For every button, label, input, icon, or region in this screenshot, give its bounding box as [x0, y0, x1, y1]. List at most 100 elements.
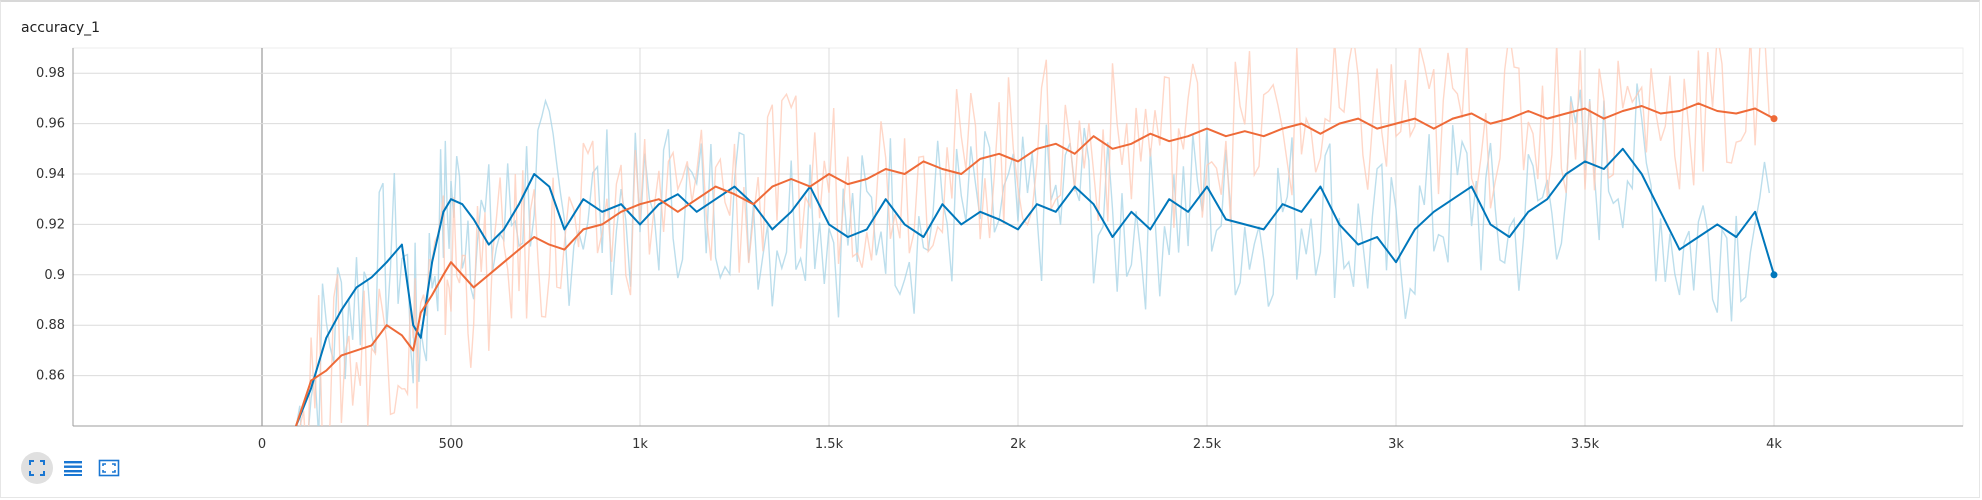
series-point	[828, 173, 830, 175]
series-point	[771, 228, 774, 231]
series-point	[1092, 135, 1095, 137]
series-point	[1149, 228, 1152, 231]
series-point	[310, 387, 312, 390]
series-point	[960, 173, 963, 175]
x-tick-label: 4k	[1766, 437, 1782, 452]
series-point	[503, 261, 505, 264]
series-point	[1319, 132, 1322, 135]
series-point	[866, 228, 868, 231]
series-point	[385, 324, 388, 327]
series-point	[1130, 211, 1133, 213]
series-raw-line	[299, 48, 1770, 426]
series-point	[903, 173, 906, 175]
series-point	[582, 198, 585, 200]
series-point	[1433, 127, 1435, 130]
series-point	[472, 286, 475, 289]
series-point	[488, 243, 490, 246]
series-point	[1206, 185, 1208, 188]
series-point	[941, 168, 944, 170]
series-point	[828, 223, 830, 226]
series-point	[1395, 261, 1397, 264]
series-point	[1470, 185, 1473, 188]
series-point	[1281, 203, 1284, 205]
series-point	[1244, 130, 1246, 132]
series-point	[385, 261, 388, 264]
series-point	[733, 185, 736, 188]
series-point	[1735, 112, 1737, 115]
series-point	[461, 203, 464, 205]
series-point	[401, 334, 403, 337]
series-point	[790, 178, 792, 180]
series-point	[1357, 243, 1359, 246]
series-point	[677, 211, 679, 213]
series-point	[790, 211, 792, 213]
x-tick-label: 1.5k	[815, 437, 844, 452]
series-point	[1678, 110, 1681, 112]
series-point	[340, 354, 343, 357]
series-point	[884, 198, 887, 200]
series-point	[1036, 203, 1038, 205]
series-point	[658, 203, 660, 205]
series-point	[639, 223, 641, 226]
series-point	[1017, 160, 1019, 163]
series-point	[601, 211, 603, 213]
series-point	[1055, 143, 1057, 145]
series-point	[310, 379, 312, 382]
series-point	[431, 261, 433, 264]
series-point	[1470, 112, 1473, 115]
series-point	[472, 218, 475, 221]
series-end-point	[1770, 115, 1778, 123]
series-point	[1640, 105, 1643, 107]
series-point	[1395, 122, 1397, 125]
series-point	[620, 203, 622, 205]
x-tick-label: 0	[258, 437, 266, 452]
series-point	[1262, 228, 1265, 231]
series-point	[1546, 117, 1548, 120]
series-point	[960, 223, 963, 226]
series-point	[639, 203, 641, 205]
series-point	[1357, 117, 1359, 120]
series-point	[1451, 198, 1454, 200]
expand-chart-button[interactable]	[21, 452, 53, 484]
series-point	[1640, 173, 1643, 175]
series-point	[714, 185, 717, 188]
series-point	[1584, 160, 1586, 163]
series-point	[1622, 148, 1624, 150]
series-point	[1225, 218, 1227, 221]
series-point	[518, 248, 520, 251]
fit-domain-button[interactable]	[93, 452, 125, 484]
series-point	[563, 248, 566, 251]
x-tick-label: 1k	[632, 437, 648, 452]
series-point	[295, 425, 297, 426]
series-point	[658, 198, 660, 200]
series-point	[998, 153, 1000, 155]
series-point	[1092, 203, 1095, 205]
series-end-point	[1770, 271, 1778, 279]
toggle-log-scale-button[interactable]	[57, 452, 89, 484]
y-tick-label: 0.94	[36, 167, 65, 182]
series-point	[420, 337, 422, 339]
series-point	[620, 211, 622, 213]
series-point	[1754, 107, 1756, 110]
series-point	[450, 261, 452, 264]
series-point	[503, 228, 505, 231]
y-tick-label: 0.88	[36, 318, 65, 333]
x-tick-label: 500	[439, 437, 464, 452]
series-point	[1603, 117, 1605, 120]
series-point	[752, 203, 755, 205]
series-point	[582, 228, 585, 231]
series-point	[1754, 211, 1756, 213]
series-point	[401, 243, 403, 246]
series-point	[488, 274, 490, 276]
series-point	[1262, 135, 1265, 137]
series-point	[325, 369, 328, 372]
series-point	[979, 211, 981, 213]
series-point	[340, 309, 343, 311]
series-point	[431, 294, 433, 296]
y-tick-label: 0.96	[36, 117, 65, 132]
series-point	[809, 185, 811, 188]
series-point	[1678, 248, 1681, 251]
series-point	[442, 274, 445, 276]
series-point	[1716, 223, 1719, 226]
